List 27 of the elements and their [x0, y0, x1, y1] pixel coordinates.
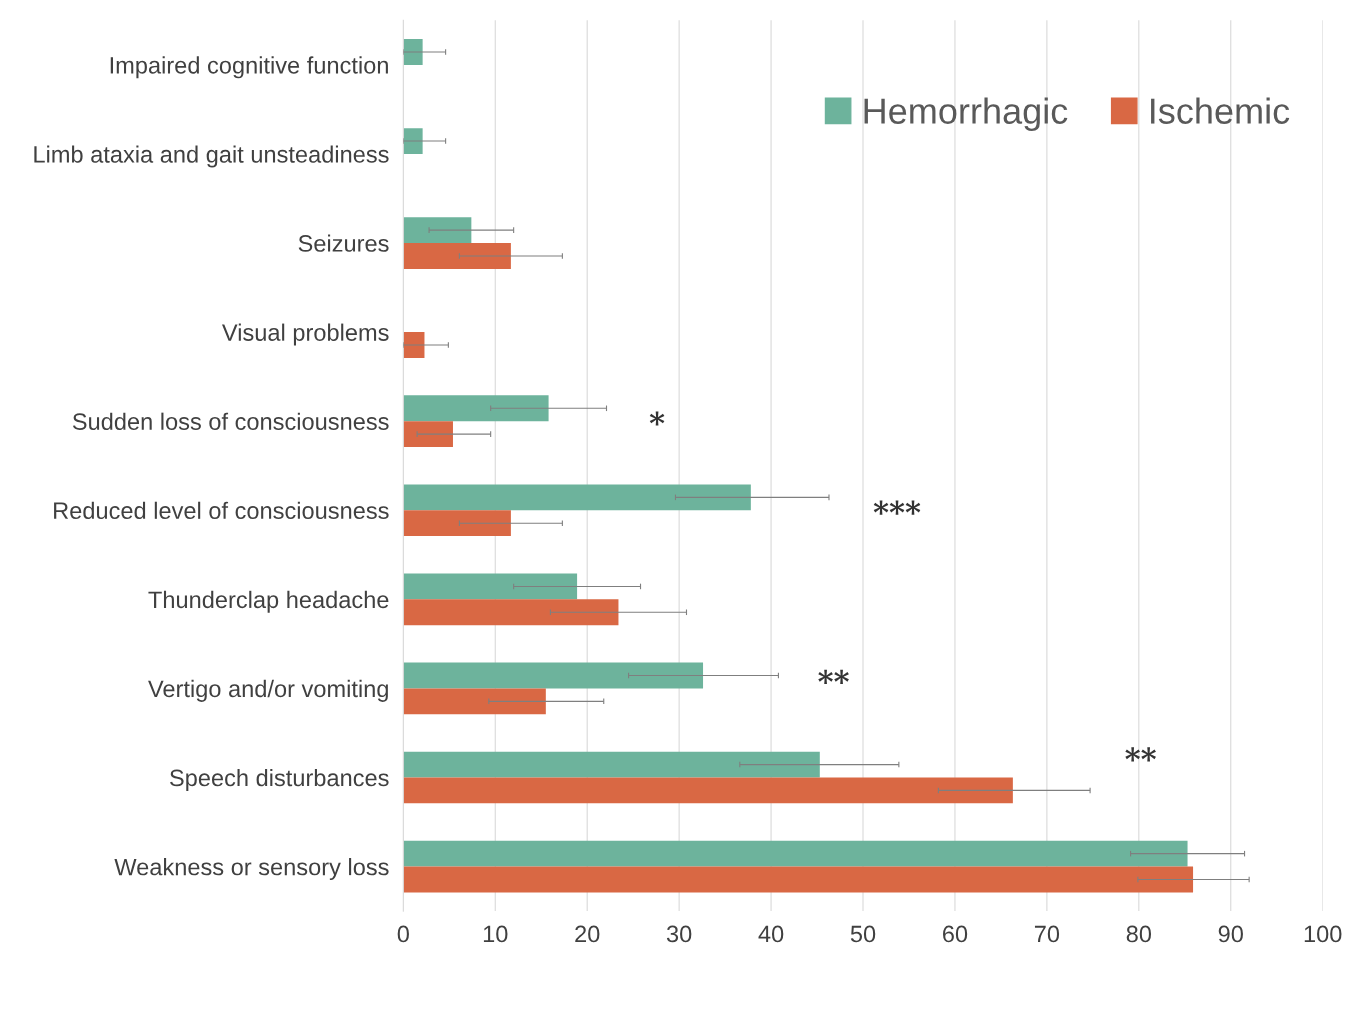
y-tick-label: Seizures: [298, 234, 389, 252]
y-tick-label: Impaired cognitive function: [110, 56, 388, 79]
annotation: **: [1125, 747, 1156, 762]
y-tick-label: Visual problems: [221, 323, 389, 346]
legend-label: Hemorrhagic: [864, 97, 1068, 132]
x-tick-label: 40: [758, 925, 784, 943]
x-tick-label: 50: [850, 925, 876, 943]
y-tick-label: Vertigo and/or vomiting: [148, 679, 388, 702]
x-tick-label: 80: [1126, 925, 1152, 943]
x-tick-label: 0: [397, 925, 409, 943]
y-tick-label: Weakness or sensory loss: [114, 858, 389, 881]
y-tick-label: Thunderclap headache: [148, 590, 389, 613]
x-tick-label: 20: [575, 925, 600, 943]
x-tick-label: 30: [666, 925, 692, 943]
y-tick-label: Sudden loss of consciousness: [72, 412, 389, 430]
y-tick-label: Speech disturbances: [170, 768, 389, 791]
annotation: **: [818, 669, 849, 684]
x-tick-label: 100: [1304, 925, 1342, 943]
legend-label: Ischemic: [1151, 97, 1290, 124]
x-tick-label: 10: [483, 925, 508, 943]
x-tick-label: 60: [943, 925, 968, 943]
y-tick-label: Reduced level of consciousness: [54, 501, 389, 520]
y-tick-label: Limb ataxia and gait unsteadiness: [34, 145, 389, 168]
annotation: ***: [873, 500, 921, 515]
annotation: *: [649, 411, 665, 426]
x-tick-label: 90: [1218, 925, 1243, 943]
x-tick-label: 70: [1034, 925, 1060, 943]
